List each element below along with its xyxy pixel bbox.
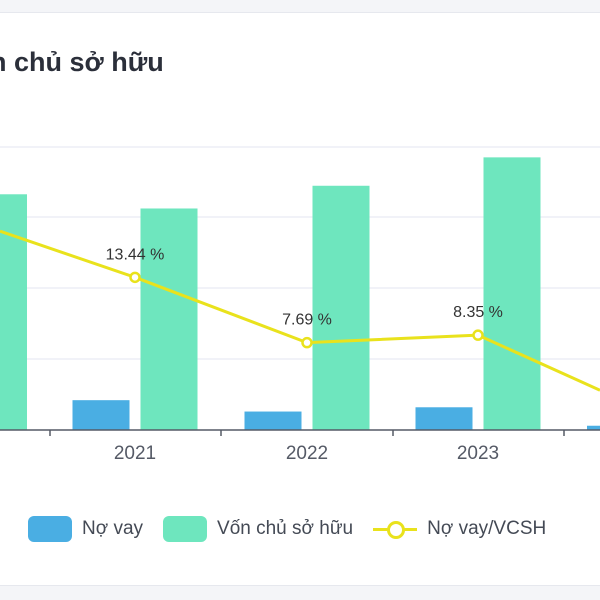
legend-swatch-debt [28,516,72,542]
bar-equity-partial-left [0,194,27,430]
legend-item-debt[interactable]: Nợ vay [28,516,143,542]
x-tick-label-2022: 2022 [286,443,328,464]
bar-equity-2021 [140,208,198,430]
legend-swatch-equity [163,516,208,542]
ratio-label-2022: 7.69 % [282,312,332,329]
legend-item-equity[interactable]: Vốn chủ sở hữu [163,516,353,542]
legend-label-equity: Vốn chủ sở hữu [217,518,354,539]
bar-debt-2021 [72,400,130,430]
bar-equity-2022 [312,185,370,430]
ratio-point-2023 [472,329,484,341]
ratio-point-2022 [301,336,313,349]
legend-item-ratio[interactable]: Nợ vay/VCSH [373,516,546,542]
bar-debt-2023 [415,407,473,430]
chart-title: n chủ sở hữu [0,47,164,77]
bar-equity-2023 [483,157,541,431]
legend-label-debt: Nợ vay [82,518,144,539]
ratio-label-2023: 8.35 % [453,304,503,321]
legend-label-ratio: Nợ vay/VCSH [427,518,547,539]
x-tick-label-2021: 2021 [114,443,156,464]
bar-debt-2022 [244,411,302,430]
legend-swatch-ratio [373,516,418,542]
ratio-label-2021: 13.44 % [106,246,165,263]
chart-legend: Nợ vay Vốn chủ sở hữu Nợ vay/VCSH [28,516,566,542]
x-tick-label-2023: 2023 [457,443,499,464]
ratio-point-2021 [129,271,141,284]
bar-debt-partial-right [587,425,600,430]
